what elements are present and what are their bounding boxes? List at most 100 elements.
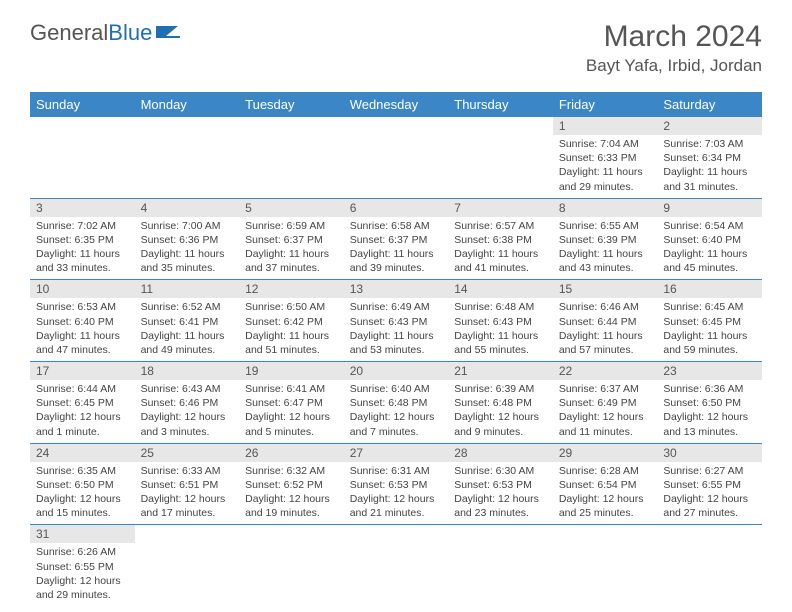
calendar-cell <box>135 525 240 606</box>
sunset-text: Sunset: 6:50 PM <box>36 478 129 492</box>
sunrise-text: Sunrise: 6:59 AM <box>245 219 338 233</box>
sunrise-text: Sunrise: 7:00 AM <box>141 219 234 233</box>
sunset-text: Sunset: 6:47 PM <box>245 396 338 410</box>
day-number: 10 <box>30 280 135 298</box>
day-body: Sunrise: 6:54 AMSunset: 6:40 PMDaylight:… <box>657 217 762 280</box>
sunrise-text: Sunrise: 6:52 AM <box>141 300 234 314</box>
sunrise-text: Sunrise: 6:57 AM <box>454 219 547 233</box>
logo-text-1: General <box>30 20 108 46</box>
sunset-text: Sunset: 6:40 PM <box>663 233 756 247</box>
title-block: March 2024 Bayt Yafa, Irbid, Jordan <box>586 20 762 76</box>
sunrise-text: Sunrise: 6:49 AM <box>350 300 443 314</box>
day-number: 20 <box>344 362 449 380</box>
sunrise-text: Sunrise: 6:43 AM <box>141 382 234 396</box>
sunset-text: Sunset: 6:43 PM <box>350 315 443 329</box>
day-body: Sunrise: 6:40 AMSunset: 6:48 PMDaylight:… <box>344 380 449 443</box>
daylight-text: Daylight: 12 hours and 17 minutes. <box>141 492 234 520</box>
day-number: 18 <box>135 362 240 380</box>
calendar-table: Sunday Monday Tuesday Wednesday Thursday… <box>30 92 762 606</box>
sunset-text: Sunset: 6:55 PM <box>663 478 756 492</box>
daylight-text: Daylight: 12 hours and 27 minutes. <box>663 492 756 520</box>
sunset-text: Sunset: 6:50 PM <box>663 396 756 410</box>
calendar-cell <box>30 117 135 198</box>
daylight-text: Daylight: 11 hours and 59 minutes. <box>663 329 756 357</box>
day-body: Sunrise: 7:03 AMSunset: 6:34 PMDaylight:… <box>657 135 762 198</box>
day-number: 15 <box>553 280 658 298</box>
sunset-text: Sunset: 6:37 PM <box>350 233 443 247</box>
calendar-cell <box>553 525 658 606</box>
day-body: Sunrise: 6:46 AMSunset: 6:44 PMDaylight:… <box>553 298 658 361</box>
daylight-text: Daylight: 11 hours and 55 minutes. <box>454 329 547 357</box>
col-saturday: Saturday <box>657 92 762 117</box>
calendar-cell: 3Sunrise: 7:02 AMSunset: 6:35 PMDaylight… <box>30 198 135 280</box>
calendar-cell: 23Sunrise: 6:36 AMSunset: 6:50 PMDayligh… <box>657 362 762 444</box>
sunset-text: Sunset: 6:54 PM <box>559 478 652 492</box>
calendar-cell: 7Sunrise: 6:57 AMSunset: 6:38 PMDaylight… <box>448 198 553 280</box>
calendar-cell <box>239 117 344 198</box>
calendar-cell: 16Sunrise: 6:45 AMSunset: 6:45 PMDayligh… <box>657 280 762 362</box>
day-number: 27 <box>344 444 449 462</box>
day-body: Sunrise: 7:02 AMSunset: 6:35 PMDaylight:… <box>30 217 135 280</box>
daylight-text: Daylight: 11 hours and 29 minutes. <box>559 165 652 193</box>
day-number: 2 <box>657 117 762 135</box>
sunset-text: Sunset: 6:51 PM <box>141 478 234 492</box>
sunrise-text: Sunrise: 6:39 AM <box>454 382 547 396</box>
sunset-text: Sunset: 6:53 PM <box>350 478 443 492</box>
daylight-text: Daylight: 11 hours and 45 minutes. <box>663 247 756 275</box>
day-number: 29 <box>553 444 658 462</box>
daylight-text: Daylight: 12 hours and 3 minutes. <box>141 410 234 438</box>
day-body: Sunrise: 6:43 AMSunset: 6:46 PMDaylight:… <box>135 380 240 443</box>
calendar-cell <box>448 525 553 606</box>
sunrise-text: Sunrise: 6:33 AM <box>141 464 234 478</box>
day-body: Sunrise: 7:00 AMSunset: 6:36 PMDaylight:… <box>135 217 240 280</box>
day-body: Sunrise: 6:26 AMSunset: 6:55 PMDaylight:… <box>30 543 135 606</box>
calendar-cell <box>239 525 344 606</box>
sunrise-text: Sunrise: 6:27 AM <box>663 464 756 478</box>
day-body: Sunrise: 6:32 AMSunset: 6:52 PMDaylight:… <box>239 462 344 525</box>
day-body: Sunrise: 6:28 AMSunset: 6:54 PMDaylight:… <box>553 462 658 525</box>
calendar-cell: 12Sunrise: 6:50 AMSunset: 6:42 PMDayligh… <box>239 280 344 362</box>
day-body: Sunrise: 6:44 AMSunset: 6:45 PMDaylight:… <box>30 380 135 443</box>
sunset-text: Sunset: 6:38 PM <box>454 233 547 247</box>
day-number: 26 <box>239 444 344 462</box>
daylight-text: Daylight: 12 hours and 9 minutes. <box>454 410 547 438</box>
calendar-cell <box>135 117 240 198</box>
sunrise-text: Sunrise: 6:30 AM <box>454 464 547 478</box>
calendar-row: 31Sunrise: 6:26 AMSunset: 6:55 PMDayligh… <box>30 525 762 606</box>
daylight-text: Daylight: 12 hours and 13 minutes. <box>663 410 756 438</box>
daylight-text: Daylight: 11 hours and 39 minutes. <box>350 247 443 275</box>
sunset-text: Sunset: 6:53 PM <box>454 478 547 492</box>
sunset-text: Sunset: 6:55 PM <box>36 560 129 574</box>
day-body: Sunrise: 6:36 AMSunset: 6:50 PMDaylight:… <box>657 380 762 443</box>
col-thursday: Thursday <box>448 92 553 117</box>
sunrise-text: Sunrise: 6:40 AM <box>350 382 443 396</box>
sunset-text: Sunset: 6:52 PM <box>245 478 338 492</box>
sunset-text: Sunset: 6:44 PM <box>559 315 652 329</box>
day-body: Sunrise: 7:04 AMSunset: 6:33 PMDaylight:… <box>553 135 658 198</box>
calendar-cell: 17Sunrise: 6:44 AMSunset: 6:45 PMDayligh… <box>30 362 135 444</box>
col-wednesday: Wednesday <box>344 92 449 117</box>
day-number: 23 <box>657 362 762 380</box>
calendar-cell: 26Sunrise: 6:32 AMSunset: 6:52 PMDayligh… <box>239 443 344 525</box>
sunset-text: Sunset: 6:35 PM <box>36 233 129 247</box>
sunrise-text: Sunrise: 6:31 AM <box>350 464 443 478</box>
daylight-text: Daylight: 12 hours and 7 minutes. <box>350 410 443 438</box>
header: GeneralBlue March 2024 Bayt Yafa, Irbid,… <box>30 20 762 76</box>
day-body: Sunrise: 6:30 AMSunset: 6:53 PMDaylight:… <box>448 462 553 525</box>
calendar-cell: 5Sunrise: 6:59 AMSunset: 6:37 PMDaylight… <box>239 198 344 280</box>
day-body: Sunrise: 6:48 AMSunset: 6:43 PMDaylight:… <box>448 298 553 361</box>
col-friday: Friday <box>553 92 658 117</box>
sunrise-text: Sunrise: 6:48 AM <box>454 300 547 314</box>
daylight-text: Daylight: 11 hours and 53 minutes. <box>350 329 443 357</box>
daylight-text: Daylight: 12 hours and 25 minutes. <box>559 492 652 520</box>
location: Bayt Yafa, Irbid, Jordan <box>586 56 762 76</box>
sunset-text: Sunset: 6:33 PM <box>559 151 652 165</box>
sunrise-text: Sunrise: 6:58 AM <box>350 219 443 233</box>
sunrise-text: Sunrise: 6:53 AM <box>36 300 129 314</box>
daylight-text: Daylight: 11 hours and 41 minutes. <box>454 247 547 275</box>
sunrise-text: Sunrise: 6:45 AM <box>663 300 756 314</box>
daylight-text: Daylight: 11 hours and 37 minutes. <box>245 247 338 275</box>
calendar-cell: 22Sunrise: 6:37 AMSunset: 6:49 PMDayligh… <box>553 362 658 444</box>
calendar-row: 1Sunrise: 7:04 AMSunset: 6:33 PMDaylight… <box>30 117 762 198</box>
day-body: Sunrise: 6:33 AMSunset: 6:51 PMDaylight:… <box>135 462 240 525</box>
